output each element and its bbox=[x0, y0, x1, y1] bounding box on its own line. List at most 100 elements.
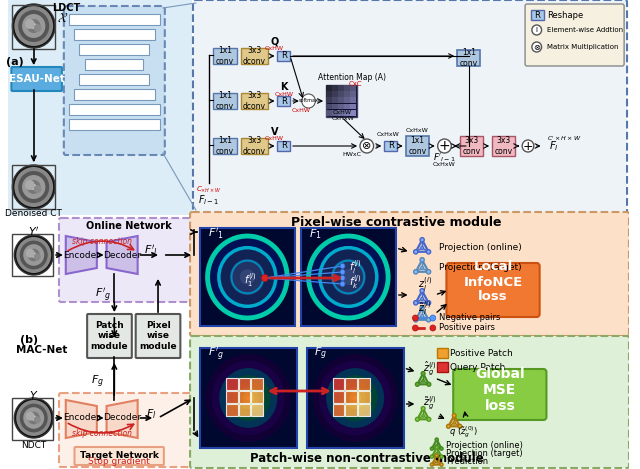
Circle shape bbox=[440, 455, 443, 458]
Circle shape bbox=[436, 453, 438, 455]
Text: Positive pairs: Positive pairs bbox=[438, 324, 495, 333]
Bar bbox=[74, 29, 155, 40]
Circle shape bbox=[340, 281, 345, 287]
Circle shape bbox=[25, 180, 35, 190]
Text: Target Network: Target Network bbox=[80, 452, 159, 461]
Circle shape bbox=[18, 10, 49, 42]
Bar bbox=[326, 91, 332, 97]
Circle shape bbox=[326, 368, 384, 428]
Bar bbox=[338, 110, 344, 115]
Circle shape bbox=[447, 424, 451, 428]
Text: Decoder: Decoder bbox=[103, 414, 141, 423]
Polygon shape bbox=[432, 455, 442, 465]
Bar bbox=[241, 138, 268, 154]
Circle shape bbox=[20, 241, 48, 269]
Circle shape bbox=[220, 368, 277, 428]
Circle shape bbox=[427, 382, 431, 386]
Circle shape bbox=[426, 301, 431, 305]
Circle shape bbox=[340, 264, 345, 268]
Bar bbox=[12, 165, 55, 209]
Bar bbox=[12, 398, 53, 440]
FancyBboxPatch shape bbox=[59, 218, 199, 302]
Bar bbox=[333, 404, 344, 416]
Bar bbox=[457, 50, 481, 66]
FancyBboxPatch shape bbox=[12, 67, 62, 91]
Text: $F'_{l-1}$: $F'_{l-1}$ bbox=[433, 152, 456, 164]
Bar bbox=[344, 98, 349, 103]
Circle shape bbox=[430, 463, 433, 466]
Circle shape bbox=[341, 269, 356, 285]
Circle shape bbox=[412, 325, 419, 331]
Circle shape bbox=[230, 259, 265, 295]
Bar bbox=[226, 378, 237, 390]
Bar bbox=[85, 59, 143, 70]
Text: Pixel-wise contrastive module: Pixel-wise contrastive module bbox=[291, 215, 501, 228]
Text: $Y'$: $Y'$ bbox=[28, 225, 40, 237]
Bar bbox=[200, 348, 297, 448]
Circle shape bbox=[240, 269, 255, 285]
Bar bbox=[68, 14, 160, 25]
Text: +: + bbox=[523, 139, 533, 152]
Circle shape bbox=[430, 325, 436, 331]
Text: Projection (online): Projection (online) bbox=[438, 242, 522, 251]
Text: ⊗: ⊗ bbox=[362, 141, 371, 151]
Polygon shape bbox=[66, 400, 97, 438]
Circle shape bbox=[427, 417, 431, 421]
Circle shape bbox=[426, 250, 431, 254]
Text: skip connection: skip connection bbox=[72, 429, 132, 438]
FancyBboxPatch shape bbox=[190, 212, 629, 336]
Circle shape bbox=[301, 94, 316, 108]
Bar bbox=[252, 404, 263, 416]
Text: CxC: CxC bbox=[348, 81, 362, 87]
Text: $C_{\times H \times W}$: $C_{\times H \times W}$ bbox=[196, 185, 221, 195]
Bar bbox=[79, 74, 149, 85]
Text: (a): (a) bbox=[6, 57, 24, 67]
Bar bbox=[436, 362, 449, 372]
Circle shape bbox=[34, 416, 41, 424]
Circle shape bbox=[532, 42, 541, 52]
Text: Negative pairs: Negative pairs bbox=[438, 313, 500, 323]
Polygon shape bbox=[449, 416, 460, 426]
Circle shape bbox=[413, 250, 418, 254]
Polygon shape bbox=[416, 291, 429, 303]
Text: $\tilde{z}_g^{(i)}$: $\tilde{z}_g^{(i)}$ bbox=[423, 394, 437, 412]
Text: R: R bbox=[534, 10, 540, 20]
Circle shape bbox=[452, 414, 456, 417]
Bar bbox=[350, 110, 356, 115]
Text: 1x1
conv: 1x1 conv bbox=[408, 136, 426, 156]
Bar bbox=[68, 104, 160, 115]
Text: $z_l^{(i)}$: $z_l^{(i)}$ bbox=[418, 275, 432, 293]
Bar bbox=[326, 98, 332, 103]
Circle shape bbox=[25, 19, 35, 29]
Text: R: R bbox=[281, 142, 287, 151]
Circle shape bbox=[420, 315, 424, 318]
Circle shape bbox=[420, 297, 424, 301]
Circle shape bbox=[413, 318, 418, 322]
Text: 1x1
conv: 1x1 conv bbox=[216, 46, 234, 66]
Bar bbox=[239, 391, 250, 403]
Text: $F_1$: $F_1$ bbox=[308, 227, 321, 241]
Circle shape bbox=[430, 455, 433, 458]
Circle shape bbox=[31, 23, 36, 29]
Bar bbox=[350, 104, 356, 109]
Text: CxHW: CxHW bbox=[265, 46, 284, 52]
Bar bbox=[241, 48, 268, 64]
Circle shape bbox=[422, 379, 424, 382]
Text: V: V bbox=[271, 127, 278, 137]
Circle shape bbox=[349, 392, 361, 404]
Polygon shape bbox=[66, 236, 97, 274]
Text: 1x1
conv: 1x1 conv bbox=[216, 136, 234, 156]
Circle shape bbox=[430, 315, 436, 321]
Text: MAC-Net: MAC-Net bbox=[16, 345, 67, 355]
Polygon shape bbox=[416, 240, 429, 252]
Circle shape bbox=[212, 361, 285, 435]
Text: LDCT: LDCT bbox=[52, 3, 80, 13]
Text: Projection (target): Projection (target) bbox=[438, 263, 521, 272]
Circle shape bbox=[23, 407, 44, 429]
Text: Patch
wise
module: Patch wise module bbox=[91, 321, 128, 351]
Bar bbox=[332, 91, 338, 97]
Bar bbox=[350, 91, 356, 97]
Bar bbox=[226, 404, 237, 416]
Text: $F_g$: $F_g$ bbox=[314, 346, 328, 362]
Text: $F'_1$: $F'_1$ bbox=[207, 227, 223, 242]
